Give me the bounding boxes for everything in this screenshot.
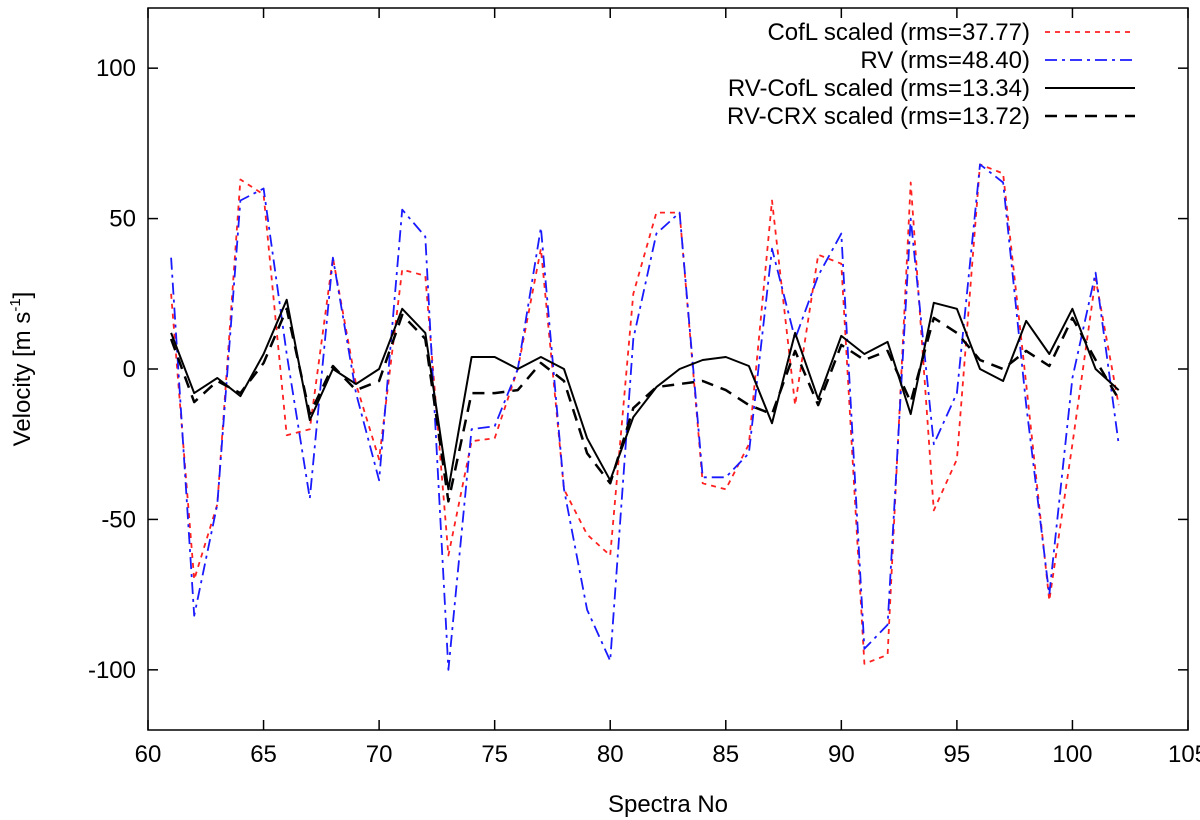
legend-label-4: RV-CRX scaled (rms=13.72)	[727, 103, 1030, 130]
x-tick-label: 105	[1168, 741, 1200, 768]
x-axis-title: Spectra No	[608, 791, 728, 818]
y-tick-label: 50	[109, 206, 136, 233]
tick-marks	[147, 8, 1189, 730]
y-tick-label: 100	[96, 55, 136, 82]
plot-frame	[147, 7, 1189, 731]
x-tick-label: 95	[944, 741, 971, 768]
x-tick-label: 60	[135, 741, 162, 768]
y-axis-title-close: ]	[9, 292, 36, 299]
y-tick-label: -50	[101, 506, 136, 533]
y-axis-title-sup: -1	[7, 298, 24, 311]
series-line-1	[170, 163, 1120, 665]
series-line-4	[169, 307, 1120, 503]
x-tick-label: 70	[366, 741, 393, 768]
series-line-2	[170, 163, 1120, 671]
legend-label-2: RV (rms=48.40)	[860, 47, 1030, 74]
x-tick-label: 75	[481, 741, 508, 768]
y-tick-label: 0	[123, 356, 136, 383]
tick-labels: 60 65 70 75 80 85 90 95 100 105 -100 -50 0 50 100	[88, 55, 1200, 768]
legend-label-1: CofL scaled (rms=37.77)	[767, 19, 1030, 46]
x-tick-label: 65	[250, 741, 277, 768]
y-axis-title: Velocity [m s-1]	[7, 292, 36, 447]
x-tick-label: 90	[828, 741, 855, 768]
x-tick-label: 80	[597, 741, 624, 768]
series-line-3	[170, 298, 1120, 491]
legend: CofL scaled (rms=37.77)RV (rms=48.40)RV-…	[727, 19, 1135, 130]
y-tick-label: -100	[88, 657, 136, 684]
x-tick-label: 100	[1052, 741, 1092, 768]
y-axis-title-main: Velocity [m s	[9, 312, 36, 447]
legend-label-3: RV-CofL scaled (rms=13.34)	[728, 75, 1030, 102]
x-tick-label: 85	[712, 741, 739, 768]
series-lines	[169, 163, 1120, 671]
